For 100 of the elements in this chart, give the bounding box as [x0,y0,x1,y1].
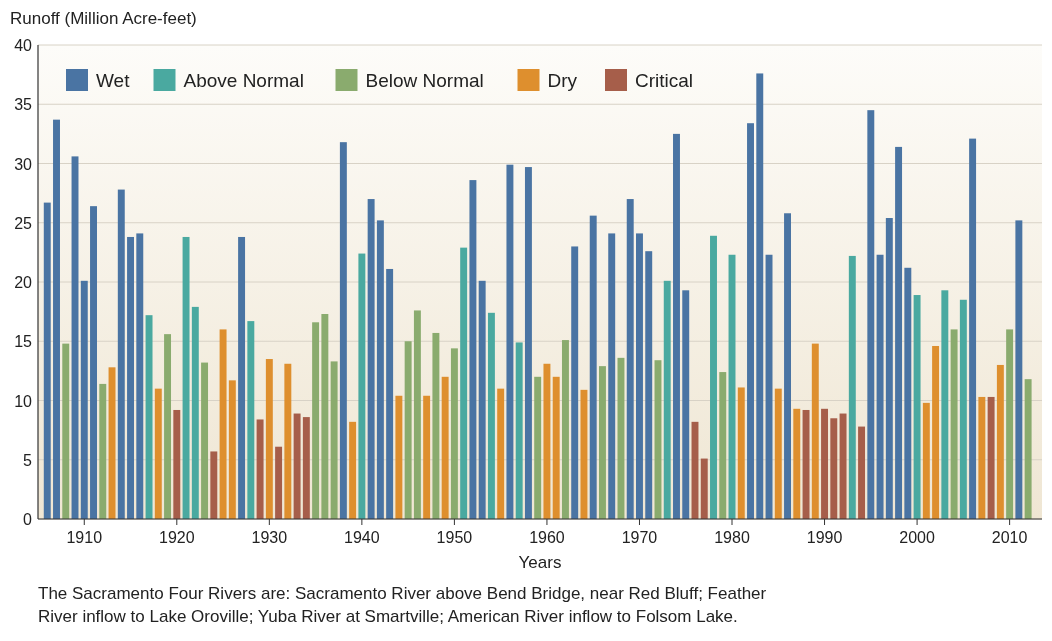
bar [793,408,801,519]
bar [756,73,764,519]
text: The Sacramento Four Rivers are: Sacramento River above Bend Bridge, near Red Bluff; Feather River inflow to Lake Oroville; Yuba River at Smartville; American River inflow to Folsom Lake. [38,584,767,626]
legend-label: Below Normal [365,70,484,91]
bar [913,295,921,519]
x-tick-label: 2010 [991,529,1028,546]
y-tick-label: 5 [23,451,33,469]
bar [811,343,819,519]
bar [1015,220,1023,519]
bar [293,413,301,519]
legend-label: Above Normal [183,70,304,91]
bar [330,361,338,519]
y-tick-label: 30 [14,155,33,173]
legend-label: Wet [96,70,131,91]
bar [395,395,403,519]
bar [774,388,782,519]
bar [349,421,357,519]
bar [136,233,144,519]
bar [312,322,320,519]
bar [922,402,930,519]
bar [90,206,97,519]
bar [367,199,375,519]
bar [117,189,125,519]
bar [469,180,477,519]
bar [173,409,181,519]
bar [460,247,468,519]
bar [552,376,560,519]
bar [1024,379,1032,519]
bar [876,254,884,519]
bar [737,387,745,519]
bar [978,396,986,519]
y-tick-label: 40 [14,37,33,54]
bar [321,314,329,519]
bar [182,236,190,519]
bar [571,246,579,519]
bar [228,380,236,519]
y-tick-label: 20 [14,274,33,291]
bar [80,280,88,519]
bar [238,236,246,519]
bar [145,315,153,519]
bar [487,312,495,519]
y-tick-label: 25 [14,214,33,232]
y-tick-label: 10 [14,392,33,410]
bar [265,359,273,519]
bar [164,334,172,519]
y-tick-label: 35 [14,96,33,114]
y-axis-title: Runoff (Million Acre-feet) [10,9,197,28]
legend-label: Critical [635,70,694,91]
legend-label: Dry [547,70,578,91]
x-tick-label: 1920 [159,529,195,546]
bar [561,340,569,519]
bar [626,199,634,519]
bar [275,446,283,519]
bar [673,133,680,519]
x-axis-title: Years [518,553,562,572]
bar [580,389,588,519]
bar [719,372,727,519]
bar [515,342,523,519]
bar [950,329,958,519]
bar [478,280,486,519]
bar [210,451,218,519]
x-tick-label: 2000 [899,529,935,546]
bar [284,363,292,519]
bar [848,255,856,519]
bar [830,418,838,519]
x-tick-label: 1970 [621,529,658,546]
bar [941,290,949,519]
bar [62,343,70,519]
bar [53,119,60,519]
bar [608,233,616,519]
bar [885,218,893,519]
x-tick-label: 1980 [714,529,750,546]
bar [747,123,754,519]
bar [636,233,643,519]
bar [127,236,135,519]
bar [589,215,597,519]
bar [404,341,412,519]
x-tick-label: 1990 [806,529,843,546]
bar [413,310,421,519]
bar [617,357,625,519]
bar [839,413,847,519]
bar [784,213,791,519]
bar [423,395,431,519]
bar [441,376,449,519]
bar [432,332,440,519]
bar [987,396,995,519]
bar [904,267,912,519]
bar [99,383,107,519]
bar [802,409,810,519]
bar [895,146,903,519]
bar [1006,329,1014,519]
bar [534,376,542,519]
x-tick-label: 1950 [436,529,473,546]
y-tick-label: 15 [14,333,33,351]
bar [598,366,606,519]
x-tick-label: 1940 [344,529,380,546]
bar [858,426,866,519]
bar [247,321,255,519]
bar [663,280,671,519]
bar [821,408,829,519]
